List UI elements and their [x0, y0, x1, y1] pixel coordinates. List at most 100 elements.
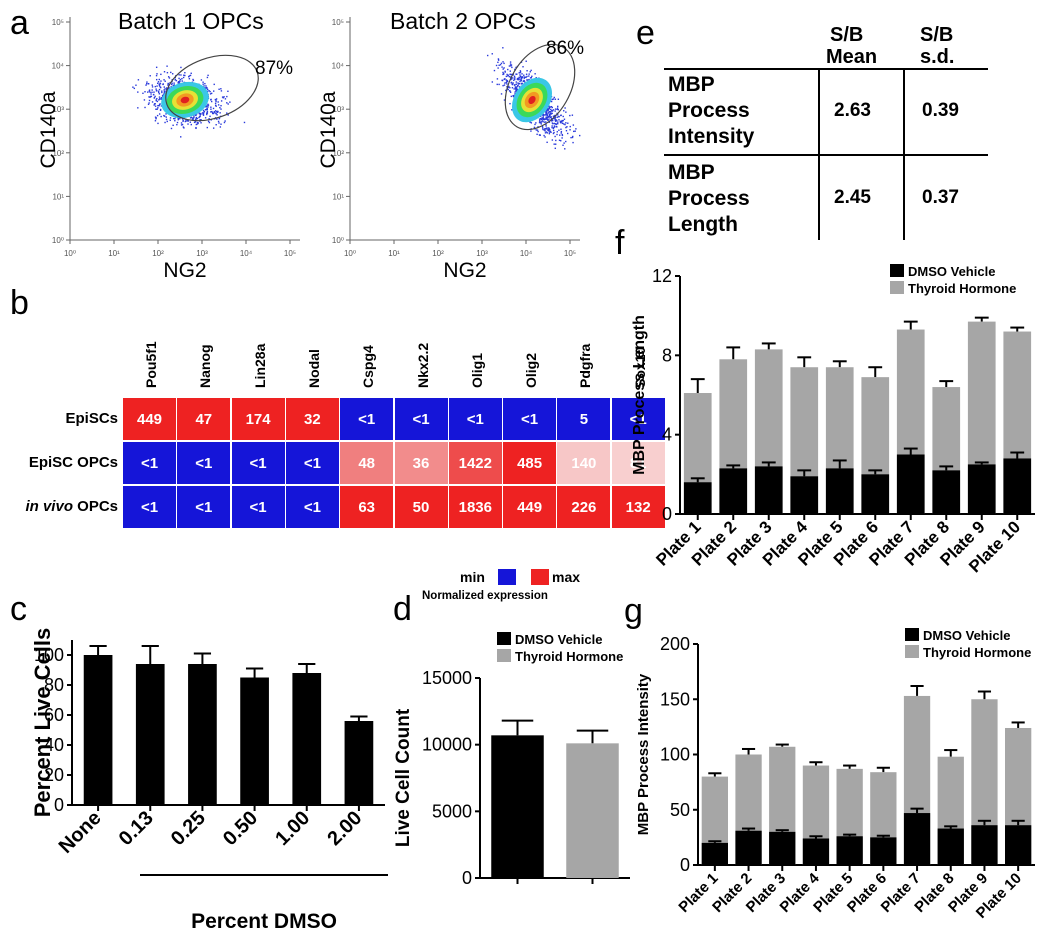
cell-mean: 2.45 [834, 187, 871, 208]
event-dot [172, 117, 175, 120]
event-dot [132, 86, 134, 88]
event-dot [502, 68, 504, 70]
event-dot [172, 124, 174, 127]
event-dot [503, 84, 506, 86]
event-dot [190, 116, 193, 119]
event-dot [180, 74, 182, 76]
heatmap-cell: 174 [231, 398, 285, 440]
event-dot [226, 112, 228, 114]
event-dot [166, 65, 168, 67]
event-dot [543, 134, 545, 137]
event-dot [509, 86, 511, 89]
event-dot [551, 125, 553, 127]
event-dot [546, 109, 548, 111]
event-dot [163, 86, 165, 88]
event-dot [205, 86, 208, 89]
event-dot [217, 111, 219, 113]
event-dot [218, 122, 220, 124]
row-label: MBP Process Length [668, 161, 750, 236]
event-dot [504, 70, 506, 72]
event-dot [572, 124, 575, 126]
x-tick-label: 10⁵ [564, 249, 576, 258]
event-dot [511, 66, 513, 69]
event-dot [170, 83, 173, 86]
event-dot [506, 81, 508, 83]
event-dot [523, 76, 525, 78]
event-dot [220, 108, 222, 110]
event-dot [517, 83, 520, 85]
event-dot [546, 110, 548, 112]
table-vline-1 [818, 68, 820, 240]
event-dot [172, 84, 175, 87]
event-dot [157, 104, 159, 107]
event-dot [561, 137, 563, 139]
event-dot [163, 79, 165, 81]
event-dot [201, 112, 204, 114]
table-header-mean-2: Mean [826, 46, 878, 68]
event-dot [164, 88, 166, 90]
y-tick-label: 4 [662, 425, 672, 445]
event-dot [540, 118, 543, 121]
event-dot [209, 90, 211, 93]
event-dot [214, 112, 216, 114]
event-dot [203, 110, 206, 113]
event-dot [155, 74, 158, 77]
event-dot [171, 73, 174, 75]
event-dot [556, 114, 559, 116]
event-dot [572, 135, 574, 138]
event-dot [165, 116, 167, 118]
event-dot [569, 114, 571, 117]
event-dot [518, 86, 521, 88]
event-dot [220, 104, 222, 107]
heatmap-cell: 5 [557, 398, 611, 440]
table-vline-2 [903, 68, 905, 240]
event-dot [167, 76, 170, 78]
event-dot [529, 121, 531, 123]
event-dot [215, 100, 217, 103]
event-dot [165, 118, 168, 121]
event-dot [569, 125, 571, 128]
event-dot [206, 111, 209, 113]
event-dot [516, 77, 519, 80]
event-dot [227, 90, 229, 93]
event-dot [520, 76, 523, 79]
event-dot [531, 75, 533, 78]
event-dot [215, 124, 217, 126]
event-dot [173, 84, 175, 86]
heatmap-cell: 226 [557, 486, 611, 528]
event-dot [202, 109, 205, 112]
bar-dmso-vehicle [903, 813, 931, 865]
bar-dmso-vehicle [825, 468, 854, 514]
event-dot [205, 105, 208, 107]
event-dot [564, 148, 566, 150]
flow-title: Batch 1 OPCs [118, 8, 264, 34]
event-dot [210, 100, 213, 103]
event-dot [530, 122, 533, 124]
event-dot [158, 78, 160, 81]
x-axis-label: Percent DMSO [191, 910, 337, 933]
event-dot [516, 78, 519, 80]
event-dot [207, 106, 209, 108]
table-header-mean-1: S/B [830, 24, 864, 46]
event-dot [504, 82, 506, 84]
event-dot [505, 75, 508, 78]
event-dot [520, 79, 522, 81]
event-dot [555, 139, 557, 142]
x-tick-label: 10⁰ [344, 249, 356, 258]
event-dot [208, 89, 210, 92]
x-tick-label: 10⁵ [284, 249, 296, 258]
event-dot [521, 73, 523, 75]
event-dot [217, 120, 220, 123]
event-dot [565, 140, 567, 143]
event-dot [163, 115, 166, 117]
heatmap-cell: <1 [231, 442, 285, 484]
event-dot [529, 71, 531, 73]
event-dot [519, 70, 522, 72]
event-dot [558, 115, 560, 118]
bar-dmso-vehicle [861, 474, 890, 514]
event-dot [508, 75, 511, 78]
event-dot [520, 80, 523, 82]
event-dot [182, 120, 184, 122]
event-dot [518, 78, 520, 80]
y-tick-label: 10⁵ [332, 18, 344, 27]
